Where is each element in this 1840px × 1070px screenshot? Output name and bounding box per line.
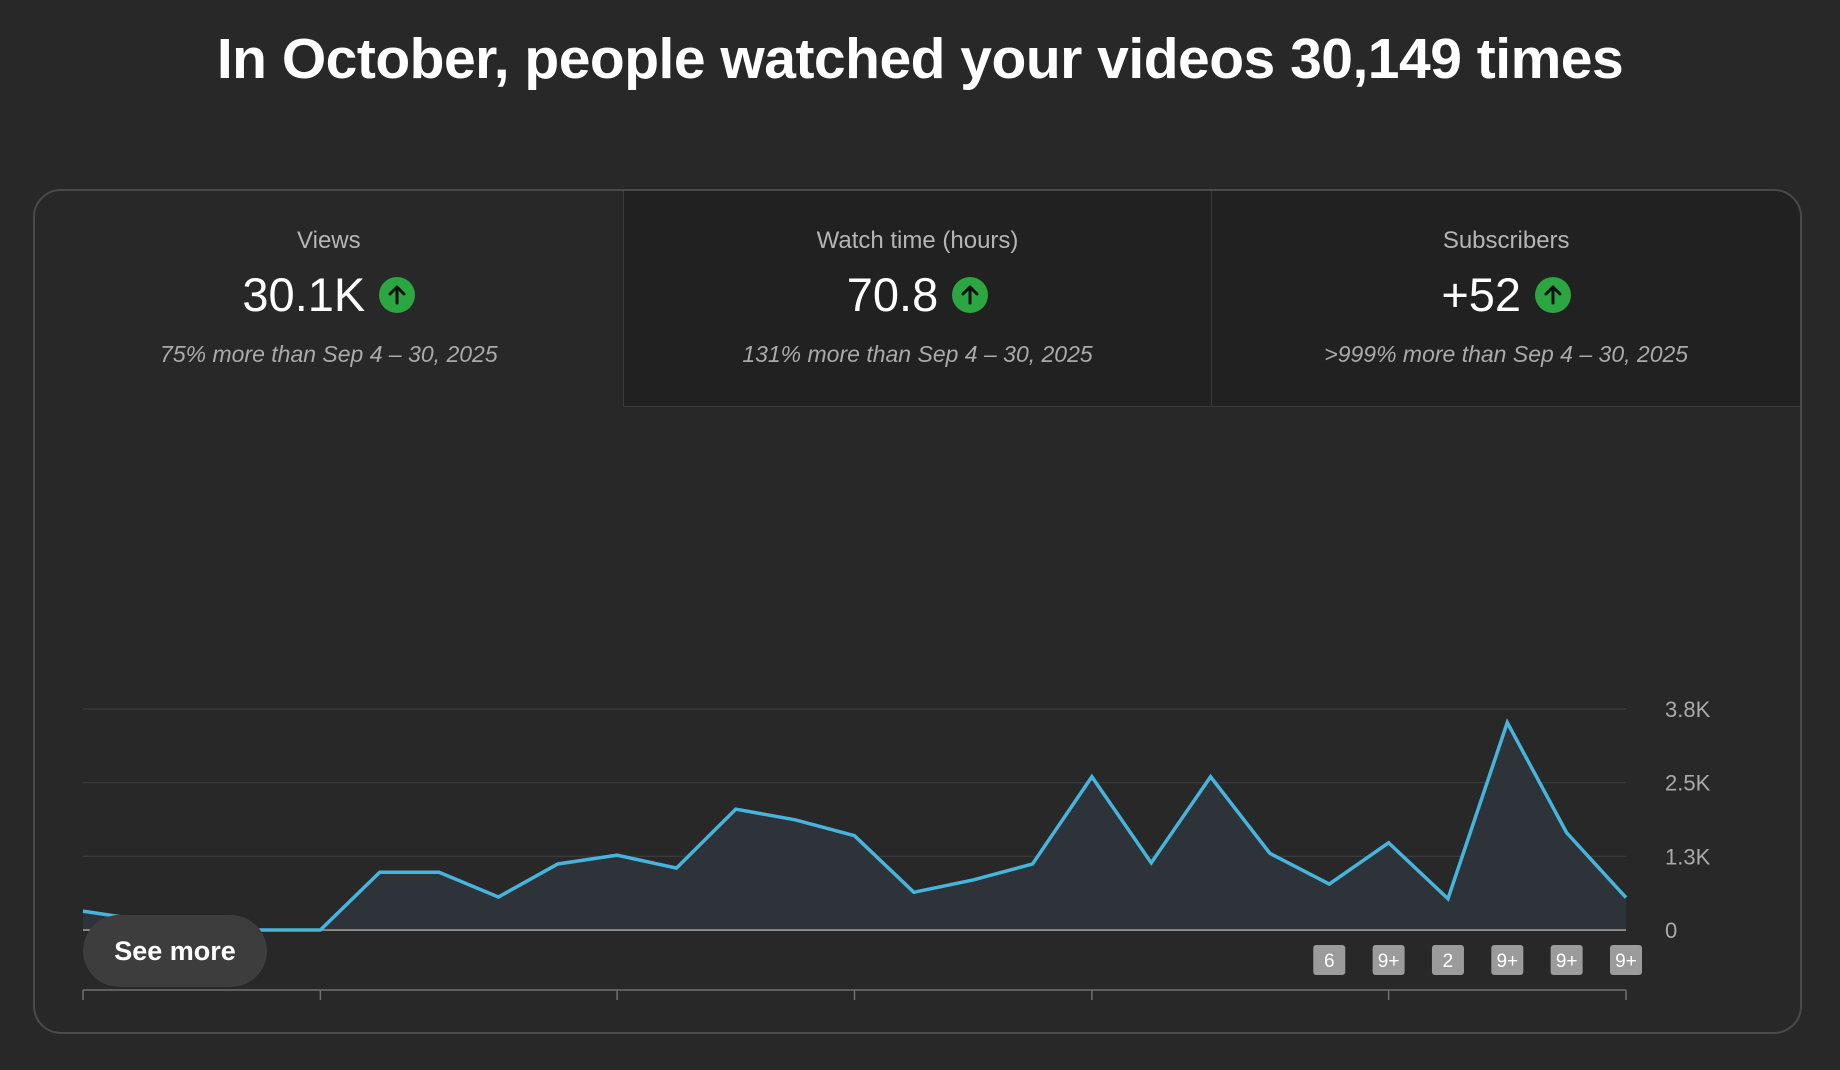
metric-label: Watch time (hours): [816, 227, 1019, 254]
tab-subscribers[interactable]: Subscribers +52 >999% more than Sep 4 – …: [1211, 191, 1800, 407]
badge-label: 9+: [1378, 951, 1400, 972]
metric-value: 30.1K: [242, 268, 366, 321]
metric-comparison: 131% more than Sep 4 – 30, 2025: [742, 341, 1093, 367]
arrow-up-circle-icon: [379, 276, 416, 313]
video-count-badge[interactable]: 6: [1313, 945, 1346, 975]
y-tick-label: 2.5K: [1665, 771, 1711, 796]
metric-comparison: >999% more than Sep 4 – 30, 2025: [1324, 341, 1689, 367]
metric-comparison: 75% more than Sep 4 – 30, 2025: [160, 341, 498, 367]
metric-label: Views: [297, 227, 361, 254]
badge-label: 9+: [1615, 951, 1637, 972]
video-count-badge[interactable]: 9+: [1491, 945, 1524, 975]
badge-label: 9+: [1556, 951, 1578, 972]
page-title: In October, people watched your videos 3…: [216, 27, 1624, 91]
metric-tabs: Views 30.1K 75% more than Sep 4 – 30, 20…: [35, 191, 1800, 407]
badge-label: 9+: [1496, 951, 1518, 972]
y-tick-label: 3.8K: [1665, 697, 1711, 722]
tab-views[interactable]: Views 30.1K 75% more than Sep 4 – 30, 20…: [35, 191, 623, 407]
video-count-badge[interactable]: 9+: [1550, 945, 1583, 975]
y-tick-label: 1.3K: [1665, 844, 1711, 869]
see-more-button[interactable]: See more: [83, 915, 267, 987]
arrow-up-circle-icon: [1535, 276, 1572, 313]
views-area: [83, 722, 1626, 930]
y-tick-label: 0: [1665, 918, 1677, 943]
badge-label: 6: [1324, 951, 1335, 972]
badge-label: 2: [1443, 951, 1454, 972]
video-count-badge[interactable]: 2: [1431, 945, 1464, 975]
metric-value: +52: [1441, 268, 1522, 321]
video-count-badge[interactable]: 9+: [1610, 945, 1642, 975]
arrow-up-circle-icon: [952, 276, 989, 313]
metric-value: 70.8: [846, 268, 939, 321]
video-count-badge[interactable]: 9+: [1372, 945, 1405, 975]
metric-label: Subscribers: [1442, 227, 1570, 254]
analytics-card: Views 30.1K 75% more than Sep 4 – 30, 20…: [33, 189, 1802, 1034]
tab-watch-time[interactable]: Watch time (hours) 70.8 131% more than S…: [622, 191, 1212, 407]
views-line: [82, 718, 1628, 932]
